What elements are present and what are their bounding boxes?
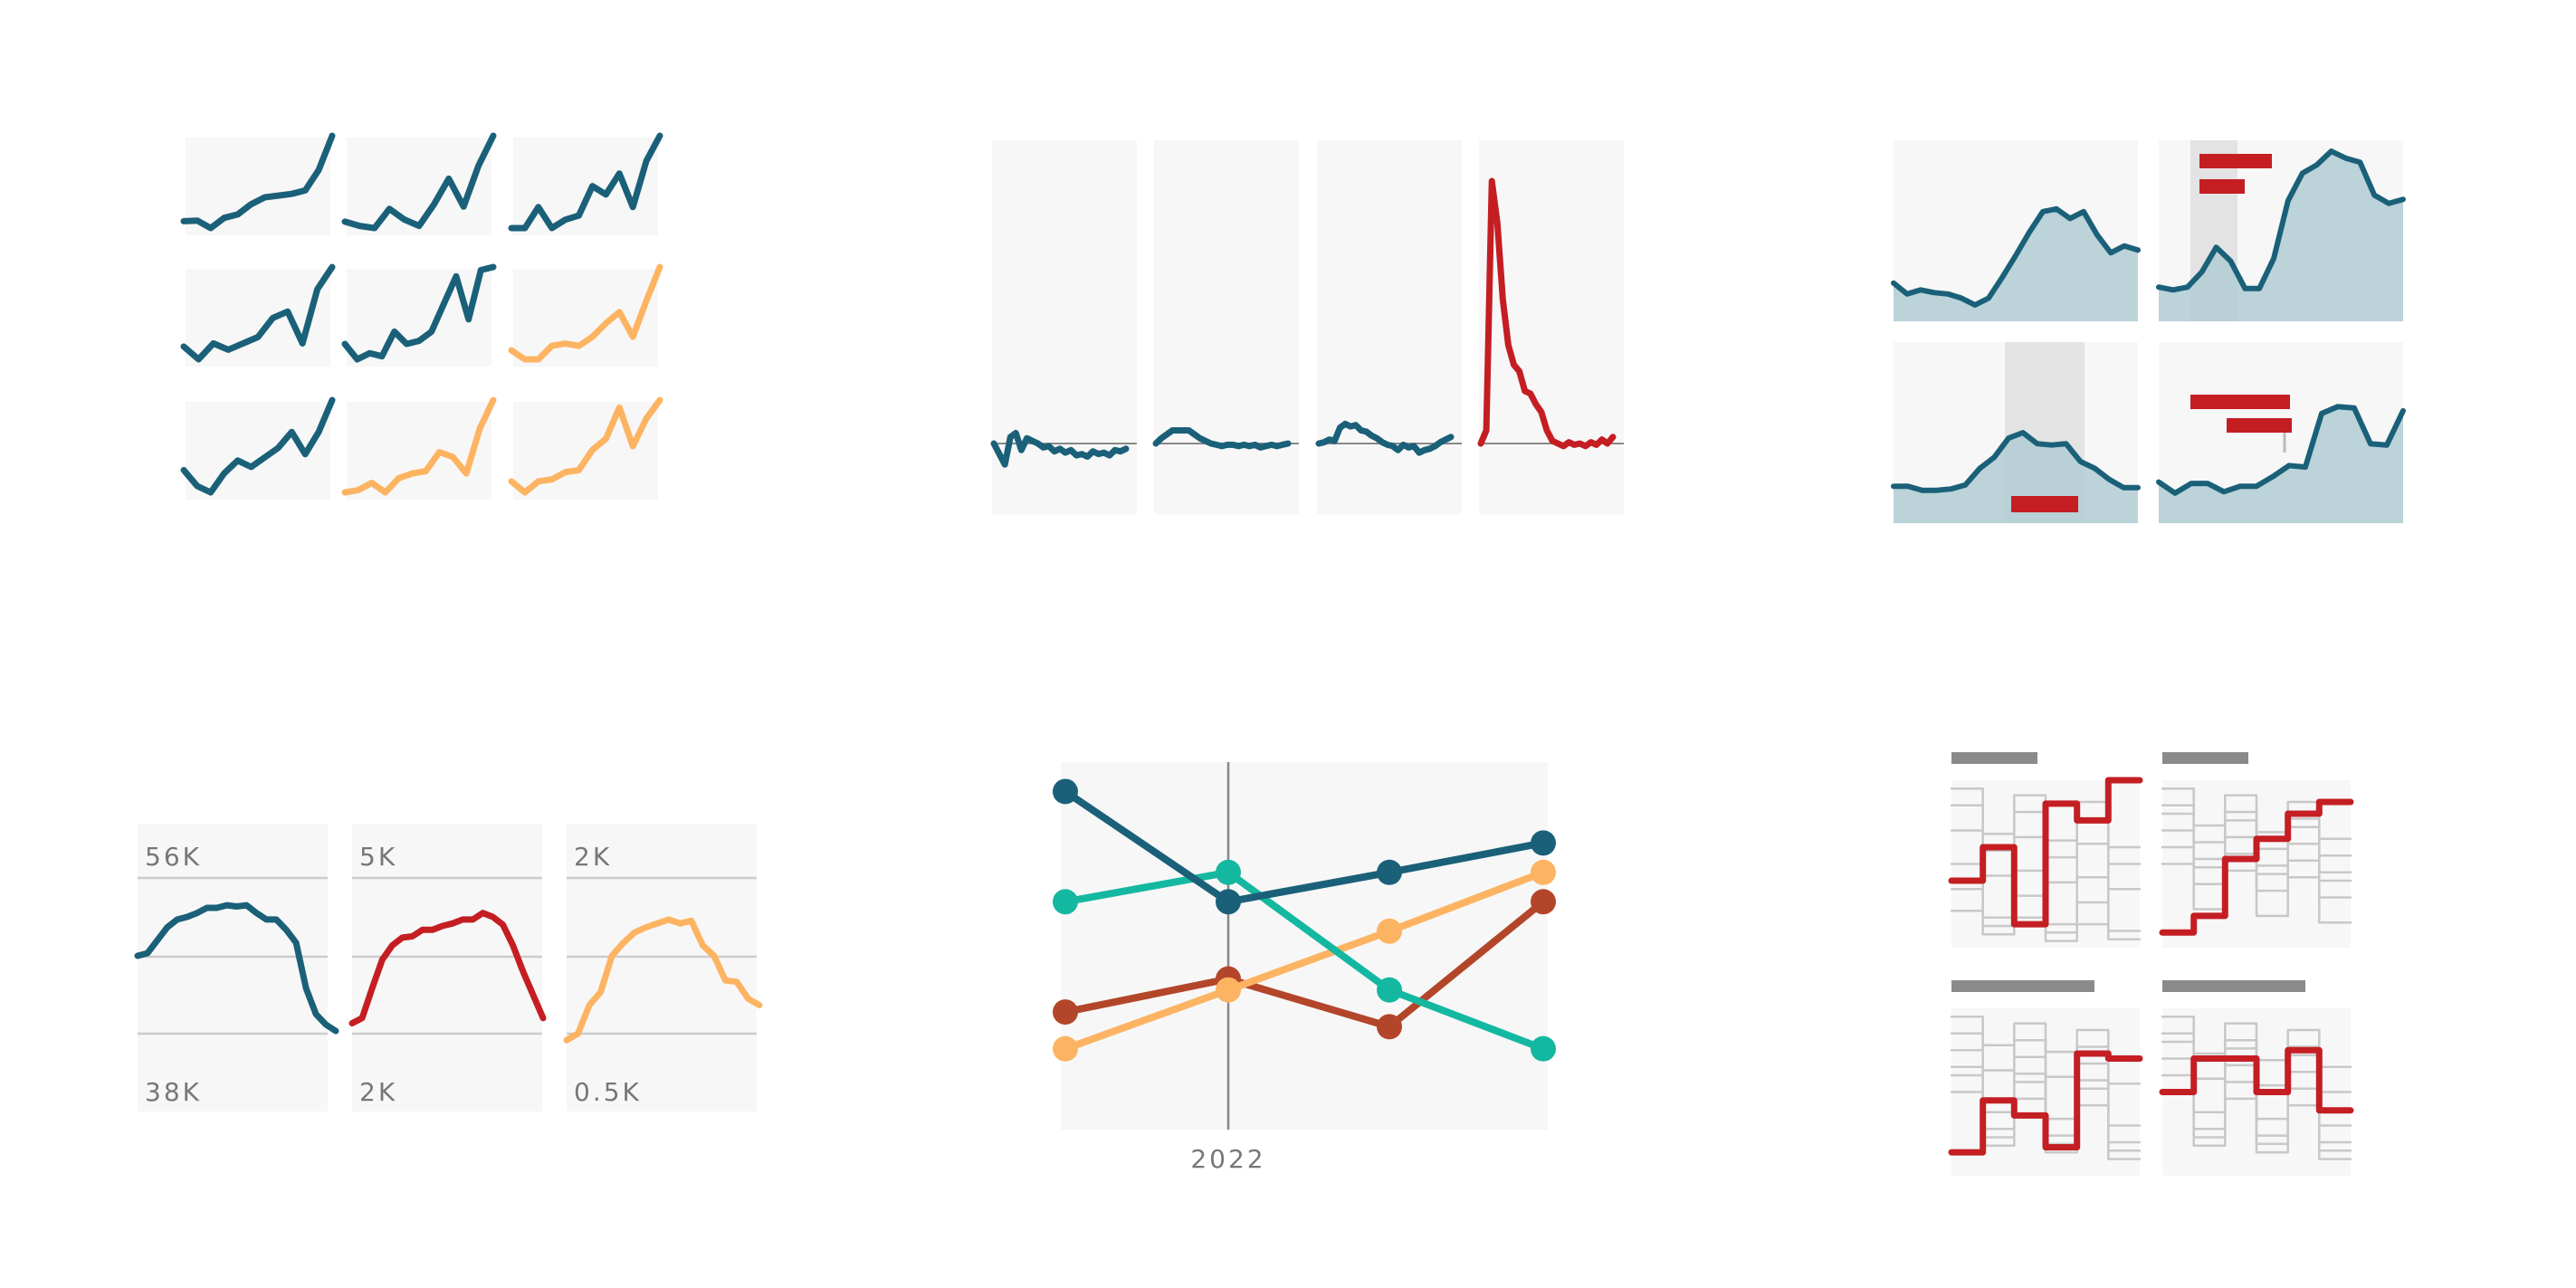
spike-panels-chart bbox=[990, 140, 1624, 514]
area-line bbox=[2156, 404, 2406, 496]
context-step-line bbox=[1950, 1016, 2142, 1060]
series-marker bbox=[1053, 1035, 1078, 1062]
own-axis-panels-chart: 56K 38K 5K 2K 2K 0.5K bbox=[134, 824, 763, 1111]
panel-background bbox=[352, 824, 542, 1111]
sparkline-panel bbox=[513, 269, 658, 367]
slope-chart: 2022 bbox=[1053, 762, 1556, 1174]
series-line bbox=[1152, 427, 1292, 451]
sparkline-line bbox=[341, 263, 497, 363]
sparkline-line bbox=[341, 396, 497, 496]
series-marker bbox=[1377, 918, 1402, 944]
sparkline-line bbox=[180, 132, 336, 232]
series-marker bbox=[1531, 830, 1556, 856]
series-marker bbox=[1377, 859, 1402, 885]
panel-background bbox=[138, 824, 328, 1111]
sparkline-line bbox=[180, 263, 336, 363]
panel-background bbox=[1154, 140, 1299, 514]
series-line bbox=[1062, 868, 1547, 1053]
series-line bbox=[134, 902, 339, 1035]
series-marker bbox=[1053, 999, 1078, 1026]
series-line bbox=[563, 916, 763, 1044]
y-axis-top-label: 2K bbox=[574, 842, 612, 872]
sparkline-line bbox=[180, 396, 336, 496]
series-marker bbox=[1053, 778, 1078, 805]
y-axis-bottom-label: 0.5K bbox=[574, 1077, 642, 1107]
panel-title-bar bbox=[1951, 980, 2094, 992]
series-marker bbox=[1531, 859, 1556, 885]
highlight-bar bbox=[2199, 179, 2245, 194]
series-marker bbox=[1053, 889, 1078, 915]
highlight-bar bbox=[2190, 395, 2290, 409]
series-marker bbox=[1377, 1014, 1402, 1040]
area-fill bbox=[1894, 208, 2138, 321]
sparkline-panel bbox=[513, 138, 658, 235]
panel-background bbox=[567, 824, 757, 1111]
series-line bbox=[1315, 420, 1455, 456]
area-panels-chart bbox=[1891, 140, 2406, 523]
step-line bbox=[1948, 1050, 2143, 1156]
sparkline-line bbox=[508, 396, 663, 496]
panel-background bbox=[1479, 140, 1624, 514]
panel-title-bar bbox=[1951, 752, 2037, 764]
step-panels-chart bbox=[1948, 752, 2354, 1176]
sparkline-line bbox=[341, 132, 497, 232]
y-axis-bottom-label: 2K bbox=[359, 1077, 397, 1107]
series-line bbox=[1477, 177, 1617, 450]
panel-background bbox=[1317, 140, 1462, 514]
panel-background bbox=[992, 140, 1137, 514]
series-marker bbox=[1216, 859, 1241, 885]
series-marker bbox=[1216, 977, 1241, 1003]
area-fill bbox=[2159, 406, 2403, 523]
step-line bbox=[2159, 1046, 2354, 1114]
area-line bbox=[2156, 148, 2406, 293]
series-line bbox=[1062, 868, 1547, 1053]
sparkline-panel bbox=[347, 138, 491, 235]
highlight-bar bbox=[2227, 418, 2292, 433]
area-line bbox=[1891, 430, 2141, 493]
y-axis-bottom-label: 38K bbox=[145, 1077, 202, 1107]
series-line bbox=[348, 910, 547, 1026]
plot-background bbox=[1061, 762, 1548, 1130]
y-axis-top-label: 56K bbox=[145, 842, 202, 872]
series-marker bbox=[1531, 1035, 1556, 1062]
panel-title-bar bbox=[2162, 752, 2248, 764]
highlight-bar bbox=[2011, 496, 2078, 512]
step-line bbox=[2159, 798, 2354, 936]
x-axis-label: 2022 bbox=[1190, 1144, 1265, 1174]
series-marker bbox=[1216, 889, 1241, 915]
series-marker bbox=[1377, 977, 1402, 1003]
sparkline-line bbox=[508, 132, 663, 232]
step-line bbox=[1948, 777, 2143, 928]
series-line bbox=[1062, 898, 1547, 1031]
highlight-bar bbox=[2199, 154, 2272, 168]
series-line bbox=[1062, 787, 1547, 906]
panel-title-bar bbox=[2162, 980, 2305, 992]
context-step-line bbox=[2161, 1016, 2352, 1069]
sparkline-grid-chart bbox=[180, 132, 663, 500]
sparkline-line bbox=[508, 263, 663, 363]
area-line bbox=[1891, 205, 2141, 308]
series-line bbox=[990, 429, 1130, 468]
y-axis-top-label: 5K bbox=[359, 842, 397, 872]
series-marker bbox=[1531, 889, 1556, 915]
